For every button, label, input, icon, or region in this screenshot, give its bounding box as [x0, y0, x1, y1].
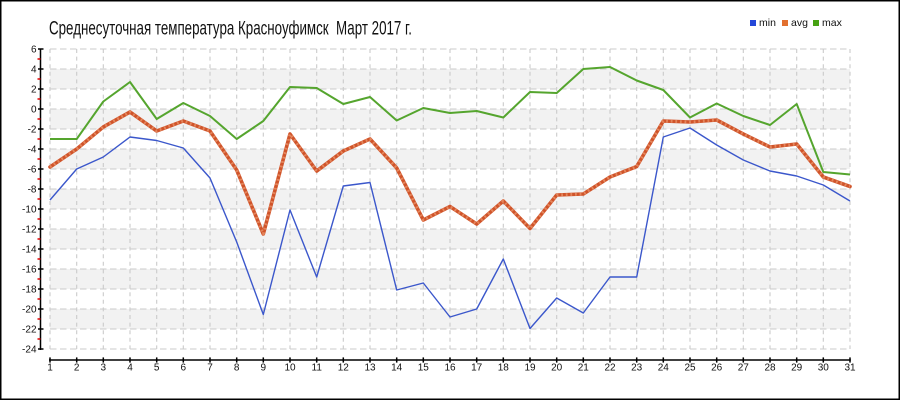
svg-text:-14: -14: [22, 245, 37, 256]
svg-text:22: 22: [604, 363, 616, 374]
svg-text:14: 14: [391, 363, 403, 374]
svg-text:31: 31: [844, 363, 856, 374]
svg-text:-6: -6: [28, 165, 37, 176]
svg-text:1: 1: [47, 363, 53, 374]
svg-text:24: 24: [658, 363, 670, 374]
svg-text:8: 8: [234, 363, 240, 374]
svg-text:-16: -16: [22, 265, 37, 276]
svg-text:19: 19: [524, 363, 536, 374]
svg-text:23: 23: [631, 363, 643, 374]
svg-text:-10: -10: [22, 205, 37, 216]
svg-text:17: 17: [471, 363, 483, 374]
svg-text:10: 10: [284, 363, 296, 374]
svg-text:29: 29: [791, 363, 803, 374]
svg-text:15: 15: [418, 363, 430, 374]
svg-text:3: 3: [101, 363, 107, 374]
svg-text:-20: -20: [22, 305, 37, 316]
svg-text:-8: -8: [28, 185, 37, 196]
svg-text:16: 16: [444, 363, 456, 374]
svg-text:-22: -22: [22, 325, 37, 336]
svg-text:-18: -18: [22, 285, 37, 296]
svg-text:30: 30: [818, 363, 830, 374]
svg-text:min: min: [759, 17, 776, 29]
svg-text:27: 27: [738, 363, 750, 374]
svg-text:28: 28: [764, 363, 776, 374]
svg-text:13: 13: [364, 363, 376, 374]
svg-text:-24: -24: [22, 345, 37, 356]
svg-text:-2: -2: [28, 125, 37, 136]
svg-text:6: 6: [181, 363, 187, 374]
svg-text:max: max: [822, 17, 843, 29]
svg-text:9: 9: [261, 363, 267, 374]
svg-text:7: 7: [207, 363, 213, 374]
svg-text:avg: avg: [791, 17, 808, 29]
svg-text:18: 18: [498, 363, 510, 374]
svg-text:0: 0: [31, 105, 37, 116]
svg-text:-4: -4: [28, 145, 37, 156]
svg-text:4: 4: [31, 65, 37, 76]
svg-text:20: 20: [551, 363, 563, 374]
svg-text:2: 2: [31, 85, 37, 96]
svg-text:Среднесуточная температура Кра: Среднесуточная температура Красноуфимск …: [49, 19, 412, 40]
svg-text:12: 12: [338, 363, 350, 374]
svg-text:5: 5: [154, 363, 160, 374]
svg-text:6: 6: [31, 45, 37, 56]
svg-text:-12: -12: [22, 225, 37, 236]
svg-text:4: 4: [127, 363, 133, 374]
svg-text:26: 26: [711, 363, 723, 374]
svg-text:21: 21: [578, 363, 590, 374]
svg-text:2: 2: [74, 363, 80, 374]
svg-text:25: 25: [684, 363, 696, 374]
svg-text:11: 11: [312, 363, 323, 374]
